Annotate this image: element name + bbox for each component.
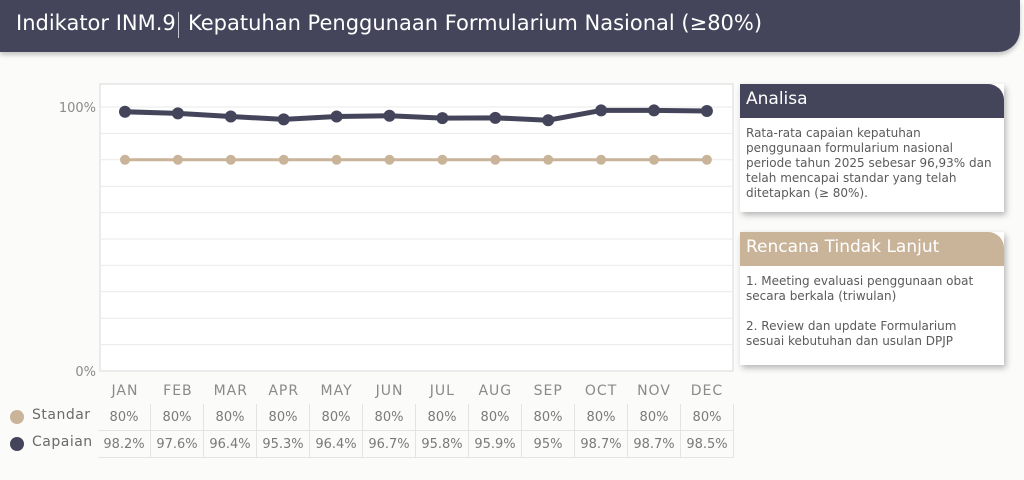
data-point-capaian xyxy=(119,105,131,118)
table-cell: 80% xyxy=(150,404,204,431)
data-point-standar xyxy=(278,154,289,165)
table-cell: 95.9% xyxy=(468,430,522,458)
data-point-standar xyxy=(649,154,659,165)
data-point-standar xyxy=(384,154,395,165)
x-tick-label: FEB xyxy=(163,383,193,399)
legend-standar-marker xyxy=(10,410,24,424)
table-cell: 98.2% xyxy=(98,430,151,458)
table-cell: 95.3% xyxy=(256,430,310,458)
x-tick-label: JUN xyxy=(375,383,404,399)
plot-area xyxy=(99,83,734,372)
table-row-capaian: 98.2% 97.6% 96.4% 95.3% 96.4% 96.7% 95.8… xyxy=(98,430,734,458)
data-point-capaian xyxy=(595,104,608,117)
table-cell: 80% xyxy=(521,404,575,431)
rencana-list: 1. Meeting evaluasi penggunaan obat seca… xyxy=(746,274,992,364)
x-tick-label: MAY xyxy=(321,383,353,399)
data-point-capaian xyxy=(277,113,290,126)
data-point-standar xyxy=(701,154,712,165)
table-cell: 96.4% xyxy=(203,430,257,458)
analisa-header: Analisa xyxy=(740,84,1004,118)
table-cell: 97.6% xyxy=(150,430,204,458)
data-point-capaian xyxy=(700,104,713,117)
page-header: Indikator INM.9 Kepatuhan Penggunaan For… xyxy=(0,0,1020,52)
x-tick-label: AUG xyxy=(478,383,512,399)
rencana-item: 2. Review dan update Formularium sesuai … xyxy=(746,319,957,348)
data-point-standar xyxy=(172,154,183,165)
table-cell: 80% xyxy=(415,404,469,431)
table-cell: 98.7% xyxy=(574,430,628,458)
page-title: Kepatuhan Penggunaan Formularium Nasiona… xyxy=(188,11,763,35)
data-point-standar xyxy=(596,154,607,165)
x-tick-label: JAN xyxy=(111,383,139,399)
data-table: 80% 80% 80% 80% 80% 80% 80% 80% 80% 80% … xyxy=(98,404,734,458)
data-point-capaian xyxy=(436,112,449,125)
data-point-standar xyxy=(331,154,342,165)
analisa-title: Analisa xyxy=(746,89,808,109)
data-point-standar xyxy=(490,154,501,165)
table-cell: 80% xyxy=(627,404,681,431)
data-point-capaian xyxy=(489,111,502,124)
analisa-card: Analisa Rata-rata capaian kepatuhan peng… xyxy=(740,84,1004,212)
table-cell: 96.7% xyxy=(362,430,416,458)
rencana-title: Rencana Tindak Lanjut xyxy=(746,237,940,257)
table-cell: 80% xyxy=(680,404,734,431)
data-point-standar xyxy=(543,154,554,165)
header-divider xyxy=(178,12,179,38)
table-cell: 80% xyxy=(203,404,257,431)
y-tick-label: 0% xyxy=(75,365,96,380)
x-tick-label: NOV xyxy=(637,383,671,399)
table-cell: 95.8% xyxy=(415,430,469,458)
x-tick-label: SEP xyxy=(534,383,563,399)
data-point-capaian xyxy=(383,109,396,122)
x-tick-label: JUL xyxy=(429,383,455,399)
table-cell: 80% xyxy=(309,404,363,431)
table-cell: 95% xyxy=(521,430,575,458)
table-cell: 80% xyxy=(574,404,628,431)
table-cell: 98.5% xyxy=(680,430,734,458)
data-point-capaian xyxy=(224,110,237,123)
table-cell: 80% xyxy=(468,404,522,431)
y-tick-label: 100% xyxy=(59,101,96,116)
x-tick-label: DEC xyxy=(691,383,723,399)
table-cell: 96.4% xyxy=(309,430,363,458)
table-cell: 80% xyxy=(362,404,416,431)
data-point-capaian xyxy=(648,104,660,117)
data-point-standar xyxy=(225,154,236,165)
rencana-item: 1. Meeting evaluasi penggunaan obat seca… xyxy=(746,274,974,303)
legend-standar-label: Standar xyxy=(32,407,91,423)
data-point-capaian xyxy=(330,110,343,123)
table-cell: 80% xyxy=(98,404,151,431)
table-row-standar: 80% 80% 80% 80% 80% 80% 80% 80% 80% 80% … xyxy=(98,404,734,431)
rencana-header: Rencana Tindak Lanjut xyxy=(740,232,1004,266)
legend-capaian-label: Capaian xyxy=(32,434,93,450)
table-cell: 98.7% xyxy=(627,430,681,458)
data-point-standar xyxy=(437,154,448,165)
x-tick-label: APR xyxy=(268,383,299,399)
series-line-capaian xyxy=(122,107,710,123)
indicator-code: Indikator INM.9 xyxy=(16,11,176,35)
x-tick-label: OCT xyxy=(585,383,617,399)
x-tick-label: MAR xyxy=(214,383,248,399)
legend-capaian-marker xyxy=(10,437,24,451)
rencana-card: Rencana Tindak Lanjut 1. Meeting evaluas… xyxy=(740,232,1004,365)
table-cell: 80% xyxy=(256,404,310,431)
data-point-standar xyxy=(120,154,130,165)
data-point-capaian xyxy=(171,107,184,120)
data-point-capaian xyxy=(542,114,555,127)
analisa-text: Rata-rata capaian kepatuhan penggunaan f… xyxy=(746,126,992,200)
